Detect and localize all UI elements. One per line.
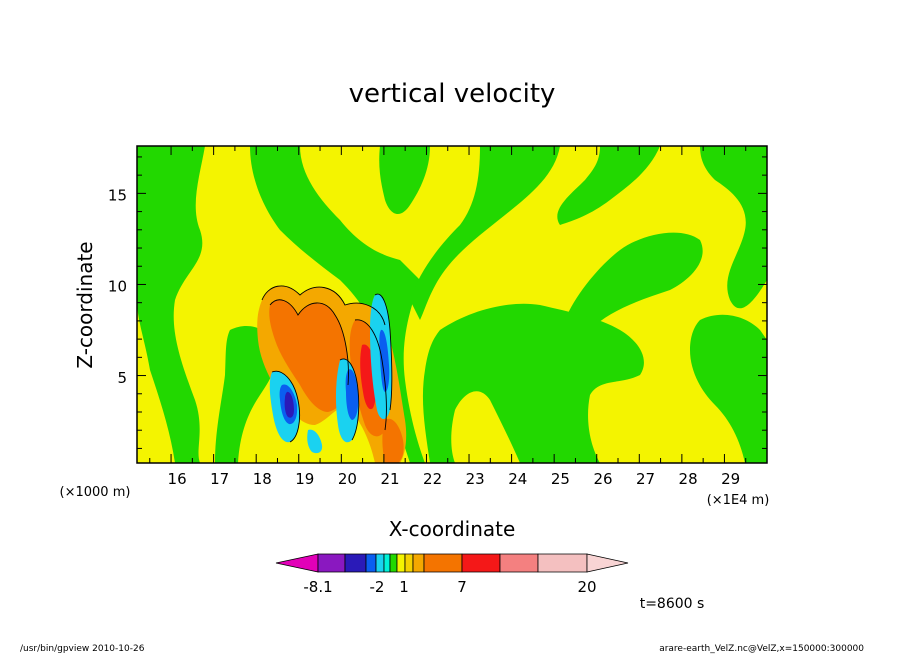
colorbar-label-1: 1 (399, 578, 409, 596)
colorbar-segment-14 (586, 553, 629, 573)
footer-right: arare-earth_VelZ.nc@VelZ,x=150000:300000 (659, 644, 864, 654)
x-tick-label-24: 24 (508, 470, 527, 488)
x-tick-label-22: 22 (423, 470, 442, 488)
plot-frame (136, 145, 768, 464)
x-unit-note: (×1E4 m) (707, 493, 770, 508)
y-unit-note: (×1000 m) (60, 485, 131, 500)
colorbar-segment-9 (412, 553, 425, 573)
x-tick-label-29: 29 (721, 470, 740, 488)
colorbar-segment-13 (537, 553, 588, 573)
x-tick-label-28: 28 (679, 470, 698, 488)
contour-lines (261, 285, 393, 443)
colorbar-segment-0 (275, 553, 319, 573)
y-axis: 5 10 15 (×1000 m) Z-coordinate (60, 156, 767, 500)
x-tick-label-26: 26 (593, 470, 612, 488)
plot-area (137, 146, 767, 463)
colorbar-segment-6 (389, 553, 398, 573)
x-tick-label-18: 18 (253, 470, 272, 488)
time-label: t=8600 s (640, 596, 705, 612)
chart-title: vertical velocity (349, 79, 556, 109)
colorbar-segment-10 (423, 553, 463, 573)
y-tick-label-10: 10 (108, 278, 127, 296)
y-tick-label-5: 5 (117, 369, 127, 387)
x-tick-label-19: 19 (295, 470, 314, 488)
colorbar-segment-3 (365, 553, 377, 573)
colorbar-segment-2 (344, 553, 367, 573)
colorbar-segment-5 (383, 553, 391, 573)
colorbar-segment-1 (317, 553, 346, 573)
colorbar-segment-12 (499, 553, 539, 573)
x-tick-label-21: 21 (380, 470, 399, 488)
x-tick-label-17: 17 (210, 470, 229, 488)
colorbar: -8.1 -2 1 7 20 (275, 553, 629, 596)
colorbar-label-7: 7 (457, 578, 467, 596)
x-tick-label-20: 20 (338, 470, 357, 488)
x-tick-label-27: 27 (636, 470, 655, 488)
colorbar-segment-4 (375, 553, 385, 573)
colorbar-segment-7 (396, 553, 406, 573)
x-tick-label-23: 23 (466, 470, 485, 488)
y-axis-label: Z-coordinate (73, 241, 97, 368)
colorbar-label-neg2: -2 (370, 578, 385, 596)
weak-downdraft-regions (137, 146, 767, 463)
colorbar-label-neg8.1: -8.1 (303, 578, 332, 596)
x-tick-label-25: 25 (551, 470, 570, 488)
x-tick-label-16: 16 (168, 470, 187, 488)
y-tick-label-15: 15 (108, 187, 127, 205)
footer-left: /usr/bin/gpview 2010-10-26 (20, 644, 145, 654)
x-axis: 16 17 18 19 20 21 22 23 24 25 26 27 28 2… (149, 146, 770, 541)
colorbar-label-20: 20 (577, 578, 596, 596)
colorbar-segment-8 (404, 553, 414, 573)
x-axis-label: X-coordinate (389, 517, 516, 541)
colorbar-segment-11 (461, 553, 501, 573)
